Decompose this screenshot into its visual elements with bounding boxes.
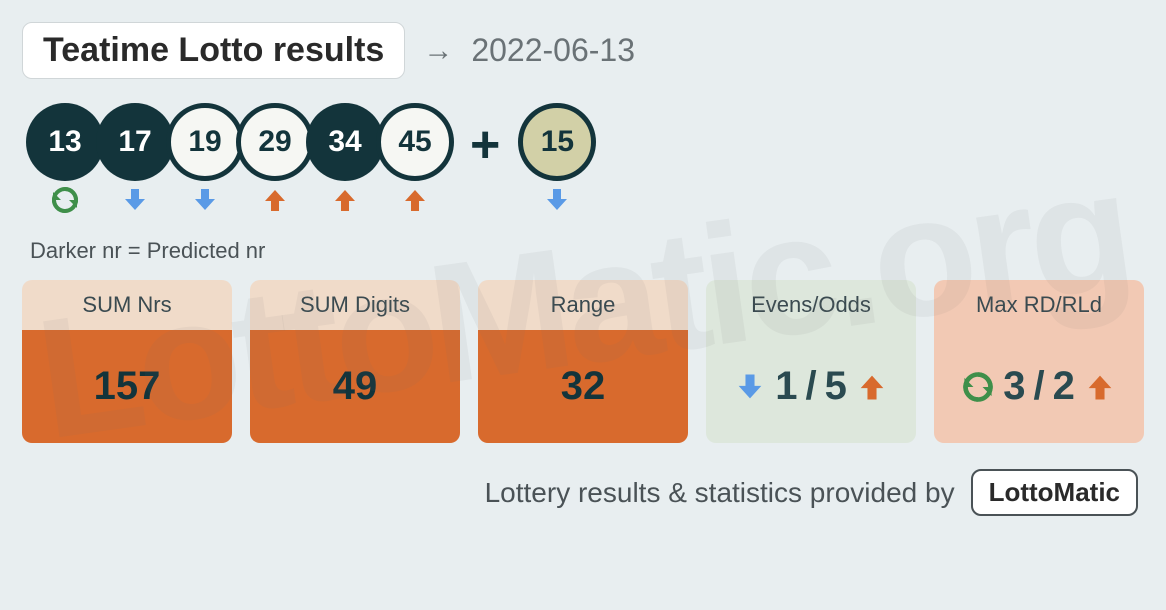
down-trend-icon <box>190 185 220 215</box>
footer: Lottery results & statistics provided by… <box>22 469 1144 516</box>
stat-value: 157 <box>94 364 161 409</box>
stat-left: 3 <box>1003 364 1025 409</box>
bonus-ball: 15 <box>518 103 596 220</box>
stat-card-3: Evens/Odds 1/5 <box>706 280 916 443</box>
stat-value: 32 <box>561 364 606 409</box>
plus-separator: + <box>470 115 500 175</box>
stat-label: SUM Digits <box>250 280 460 330</box>
slash: / <box>805 364 816 409</box>
stat-body: 49 <box>250 330 460 443</box>
ball-4: 34 <box>306 103 384 220</box>
ball-2: 19 <box>166 103 244 220</box>
up-trend-icon <box>1083 370 1117 404</box>
result-date: 2022-06-13 <box>471 32 635 69</box>
stat-right: 5 <box>825 364 847 409</box>
slash: / <box>1033 364 1044 409</box>
ball-number: 29 <box>236 103 314 181</box>
stat-body: 3/2 <box>934 330 1144 443</box>
ball-0: 13 <box>26 103 104 220</box>
stat-label: Evens/Odds <box>706 280 916 330</box>
up-trend-icon <box>330 185 360 215</box>
stat-card-4: Max RD/RLd 3/2 <box>934 280 1144 443</box>
ball-number: 13 <box>26 103 104 181</box>
ball-number: 19 <box>166 103 244 181</box>
down-trend-icon <box>120 185 150 215</box>
stat-value: 49 <box>333 364 378 409</box>
ball-trend <box>330 185 360 220</box>
ball-trend <box>260 185 290 220</box>
arrow-right-icon: → <box>423 34 453 68</box>
down-trend-icon <box>542 185 572 215</box>
up-trend-icon <box>855 370 889 404</box>
ball-5: 45 <box>376 103 454 220</box>
up-trend-icon <box>260 185 290 215</box>
page-title: Teatime Lotto results <box>22 22 405 79</box>
stat-body: 157 <box>22 330 232 443</box>
stat-label: SUM Nrs <box>22 280 232 330</box>
repeat-trend-icon <box>50 185 80 215</box>
ball-trend <box>50 185 80 220</box>
ball-trend <box>120 185 150 220</box>
stats-row: SUM Nrs 157 SUM Digits 49 Range 32 Evens… <box>22 280 1144 443</box>
stat-card-2: Range 32 <box>478 280 688 443</box>
ball-number: 15 <box>518 103 596 181</box>
ball-number: 34 <box>306 103 384 181</box>
ball-3: 29 <box>236 103 314 220</box>
stat-card-1: SUM Digits 49 <box>250 280 460 443</box>
stat-body: 32 <box>478 330 688 443</box>
stat-card-0: SUM Nrs 157 <box>22 280 232 443</box>
brand-chip[interactable]: LottoMatic <box>971 469 1138 516</box>
stat-label: Max RD/RLd <box>934 280 1144 330</box>
ball-trend <box>190 185 220 220</box>
balls-row: 13 17 19 29 34 45 + 15 <box>26 103 1144 220</box>
legend-text: Darker nr = Predicted nr <box>30 238 1144 264</box>
stat-right: 2 <box>1053 364 1075 409</box>
stat-left: 1 <box>775 364 797 409</box>
stat-label: Range <box>478 280 688 330</box>
ball-trend <box>400 185 430 220</box>
stat-body: 1/5 <box>706 330 916 443</box>
ball-1: 17 <box>96 103 174 220</box>
up-trend-icon <box>400 185 430 215</box>
footer-text: Lottery results & statistics provided by <box>485 477 955 509</box>
ball-number: 17 <box>96 103 174 181</box>
down-trend-icon <box>733 370 767 404</box>
repeat-trend-icon <box>961 370 995 404</box>
ball-trend <box>542 185 572 220</box>
ball-number: 45 <box>376 103 454 181</box>
header: Teatime Lotto results → 2022-06-13 <box>22 22 1144 79</box>
